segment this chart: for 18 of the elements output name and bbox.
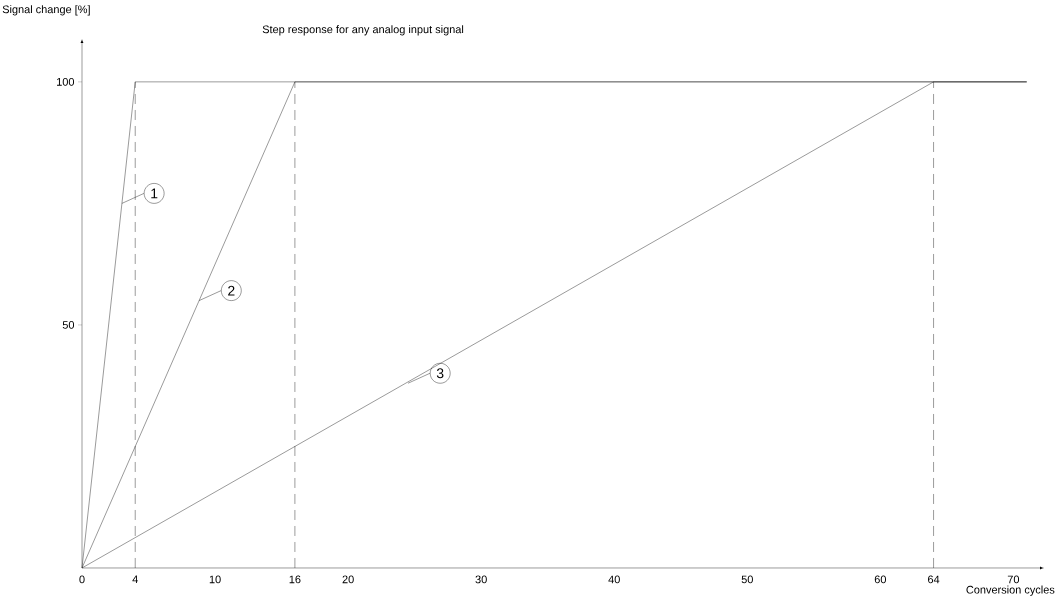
x-tick-label: 60 (874, 575, 886, 584)
x-tick-label: 64 (928, 575, 940, 584)
x-tick-label: 20 (342, 575, 354, 584)
x-tick-label: 30 (475, 575, 487, 584)
x-tick-label: 40 (608, 575, 620, 584)
y-axis-title: Signal change [%] (2, 5, 90, 16)
annotation: 2 (228, 285, 235, 296)
x-tick-label: 10 (209, 575, 221, 584)
x-tick-label: 0 (79, 575, 85, 584)
x-tick-label: 16 (289, 575, 301, 584)
annotation: 1 (151, 188, 158, 199)
y-tick-label: 100 (57, 78, 75, 86)
annotation: 3 (436, 368, 444, 379)
x-tick-label: 50 (741, 575, 753, 584)
chart-title: Step response for any analog input signal (262, 25, 464, 36)
x-tick-label: 4 (132, 575, 138, 584)
x-tick-label: 70 (1007, 575, 1020, 584)
x-axis-title: Conversion cycles (966, 585, 1055, 596)
